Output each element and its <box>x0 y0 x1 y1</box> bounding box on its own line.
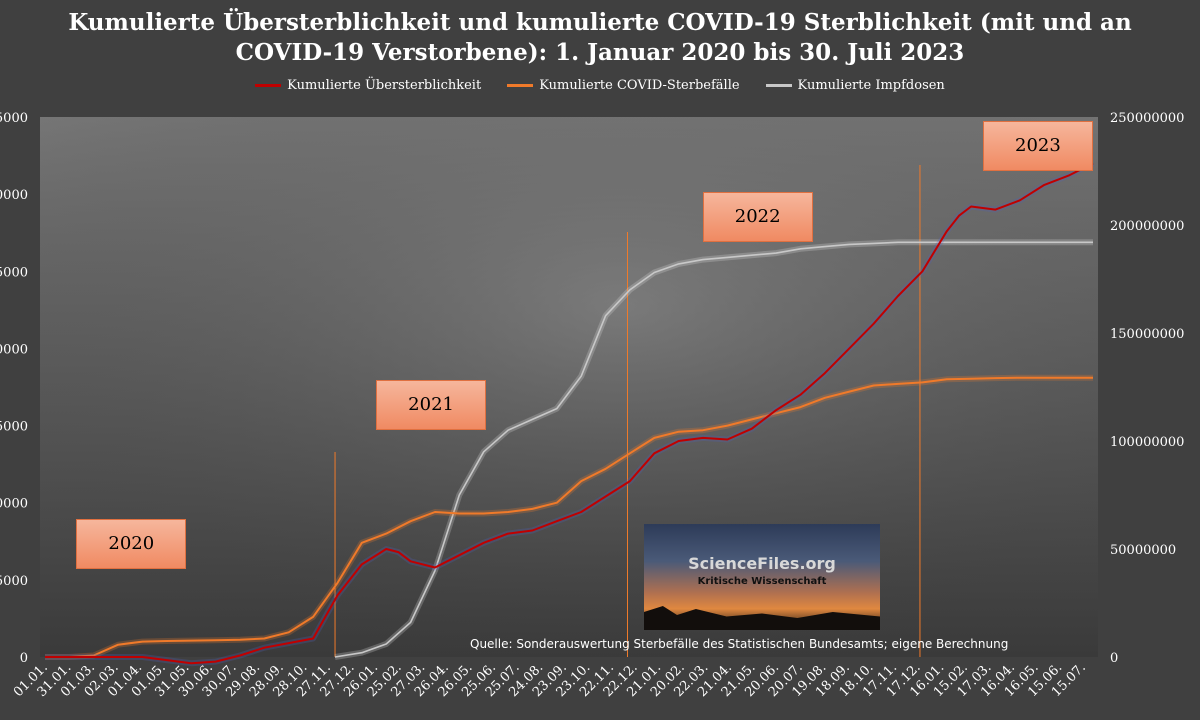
legend-swatch-impfdosen <box>765 84 792 87</box>
chart-legend: Kumulierte Übersterblichkeit Kumulierte … <box>0 78 1200 93</box>
y-right-tick-label: 200000000 <box>1110 219 1184 234</box>
y-right-tick-label: 0 <box>1110 651 1118 666</box>
y-left-tick-label: 75000 <box>0 420 28 435</box>
year-label-2020: 2020 <box>76 518 187 569</box>
y-left-tick-label: 100000 <box>0 342 28 357</box>
series-line-covid <box>45 376 1093 658</box>
y-left-tick-label: 175000 <box>0 111 28 126</box>
legend-swatch-uebersterblichkeit <box>255 84 282 87</box>
y-left-tick-label: 50000 <box>0 497 28 512</box>
legend-label-impfdosen: Kumulierte Impfdosen <box>797 78 945 93</box>
legend-label-uebersterblichkeit: Kumulierte Übersterblichkeit <box>287 78 482 93</box>
chart-title-line-1: Kumulierte Übersterblichkeit und kumulie… <box>68 9 1132 36</box>
photo-subtitle: Kritische Wissenschaft <box>697 576 827 587</box>
chart-title: Kumulierte Übersterblichkeit und kumulie… <box>0 8 1200 68</box>
y-right-tick-label: 250000000 <box>1110 111 1184 126</box>
y-left-tick-label: 0 <box>20 651 28 666</box>
y-left-tick-label: 125000 <box>0 265 28 280</box>
y-right-tick-label: 50000000 <box>1110 543 1176 558</box>
sciencefiles-logo-image: ScienceFiles.org Kritische Wissenschaft <box>644 524 880 630</box>
photo-horizon <box>644 606 880 630</box>
photo-brand: ScienceFiles.org <box>688 554 836 573</box>
year-label-2023: 2023 <box>982 120 1093 171</box>
year-label-2022: 2022 <box>702 191 813 242</box>
legend-swatch-covid <box>507 84 534 87</box>
y-left-tick-label: 150000 <box>0 188 28 203</box>
y-right-tick-label: 150000000 <box>1110 327 1184 342</box>
chart-title-line-2: COVID-19 Verstorbene): 1. Januar 2020 bi… <box>235 39 965 66</box>
legend-item-covid: Kumulierte COVID-Sterbefälle <box>507 78 740 93</box>
legend-label-covid: Kumulierte COVID-Sterbefälle <box>539 78 740 93</box>
year-label-2021: 2021 <box>376 379 487 430</box>
plot-area-glow <box>40 117 1098 657</box>
legend-item-uebersterblichkeit: Kumulierte Übersterblichkeit <box>255 78 481 93</box>
y-left-tick-label: 25000 <box>0 574 28 589</box>
legend-item-impfdosen: Kumulierte Impfdosen <box>765 78 945 93</box>
y-right-tick-label: 100000000 <box>1110 435 1184 450</box>
series-line-impfdosen <box>334 241 1093 658</box>
series-line-uebersterblichkeit <box>45 162 1094 665</box>
source-note: Quelle: Sonderauswertung Sterbefälle des… <box>470 637 1009 651</box>
